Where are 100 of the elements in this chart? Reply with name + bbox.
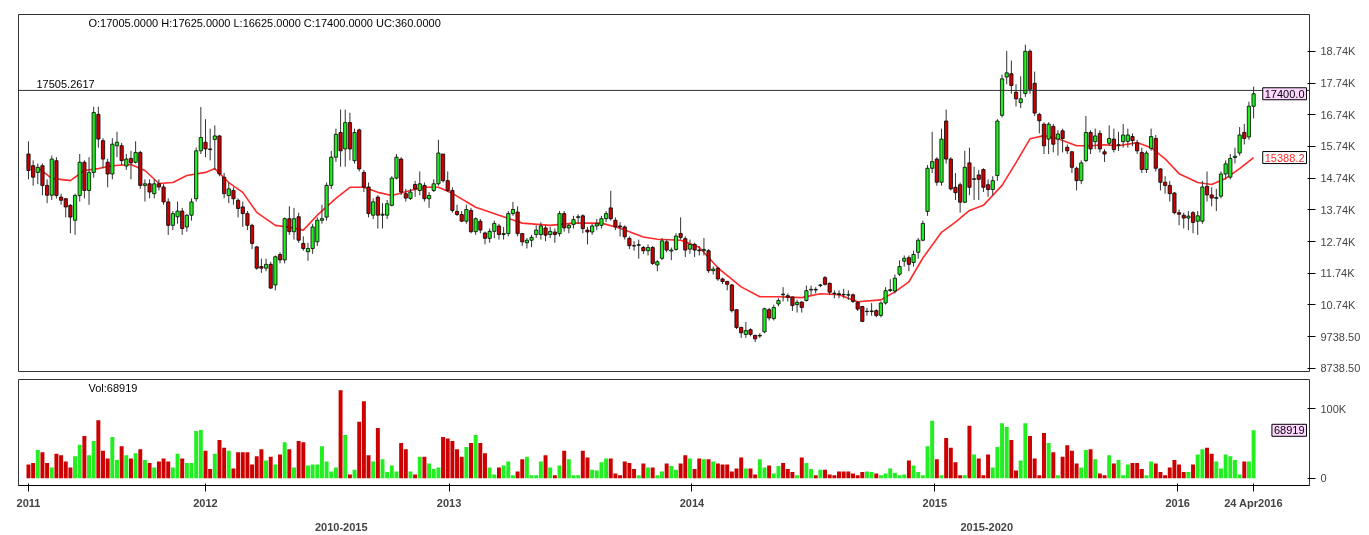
bar <box>795 475 800 479</box>
bar <box>142 459 147 479</box>
bar <box>906 460 911 479</box>
bar <box>855 475 860 479</box>
bar <box>436 467 441 479</box>
y-tick-label: 14.74K <box>1320 172 1357 185</box>
bar <box>1004 426 1009 479</box>
bar <box>375 427 380 479</box>
bar <box>245 452 250 479</box>
data-label: 15388.2 <box>1264 151 1305 164</box>
bar <box>944 437 949 479</box>
bar <box>706 459 711 479</box>
bar <box>287 449 292 479</box>
bar <box>91 440 96 479</box>
bar <box>557 465 562 479</box>
x-tick-label: 24 Apr2016 <box>1224 496 1283 509</box>
bar <box>296 440 301 479</box>
y-tick-label: 16.74K <box>1320 108 1357 121</box>
bar <box>1228 456 1233 479</box>
bar <box>1083 450 1088 479</box>
bar <box>240 452 245 479</box>
bar <box>1093 459 1098 479</box>
bar <box>161 458 166 479</box>
bar <box>1125 464 1130 479</box>
candlestick <box>683 235 688 258</box>
bar <box>180 458 185 479</box>
bar <box>450 440 455 479</box>
y-tick-label: 13.74K <box>1320 203 1357 216</box>
bar <box>590 469 595 479</box>
bar <box>562 450 567 479</box>
bar <box>110 436 115 479</box>
bar <box>1251 430 1256 479</box>
bar <box>725 464 730 479</box>
bar <box>832 475 837 479</box>
bar <box>548 467 553 479</box>
bar <box>82 436 87 479</box>
bar <box>743 468 748 479</box>
candlestick <box>1107 124 1112 147</box>
candlestick <box>990 175 995 196</box>
bar <box>292 467 296 479</box>
bar <box>217 440 222 479</box>
bar <box>1051 452 1056 479</box>
bar <box>580 450 585 479</box>
bar <box>664 463 669 479</box>
bar <box>506 461 511 479</box>
bar <box>813 475 818 479</box>
bar <box>520 459 525 479</box>
bar <box>1055 475 1060 479</box>
y-tick-label: 18.74K <box>1320 45 1357 58</box>
bar <box>35 450 40 479</box>
bar <box>1242 461 1247 479</box>
bar <box>599 462 604 479</box>
text: 2015-2020 <box>960 520 1014 533</box>
bar <box>1102 475 1107 479</box>
bar <box>967 425 972 479</box>
candlestick <box>203 118 208 158</box>
bar <box>278 454 283 479</box>
bar <box>77 444 82 479</box>
bar <box>1200 449 1205 479</box>
bar <box>343 434 348 479</box>
bar <box>646 467 651 479</box>
candlestick <box>1111 128 1116 153</box>
annotation: Vol:68919 <box>88 381 138 394</box>
bar <box>934 459 939 479</box>
bar <box>1111 463 1116 479</box>
bar <box>701 459 706 479</box>
bar <box>781 462 786 479</box>
bar <box>1023 423 1028 479</box>
bar <box>930 420 935 479</box>
bar <box>478 443 483 479</box>
bar <box>54 453 59 479</box>
bar <box>282 442 287 479</box>
bar <box>1186 472 1191 479</box>
bar <box>697 458 702 479</box>
bar <box>445 438 450 479</box>
bar <box>408 471 413 479</box>
x-tick-label: 2012 <box>193 496 218 509</box>
annotation: 17400.0 <box>1264 87 1305 100</box>
bar <box>669 465 674 479</box>
bar <box>972 454 977 479</box>
x-tick-label: 2016 <box>1165 496 1190 509</box>
x-tick-label: 2014 <box>679 496 706 509</box>
bar <box>371 461 376 479</box>
bar <box>636 475 641 479</box>
bar <box>128 458 133 479</box>
bar <box>1214 461 1219 479</box>
y-tick-label: 17.74K <box>1320 77 1357 90</box>
bar <box>976 458 981 479</box>
bar <box>175 453 180 479</box>
bar <box>31 462 36 479</box>
candlestick <box>1041 121 1047 155</box>
bar <box>888 468 893 479</box>
bar <box>464 447 469 479</box>
bar <box>841 471 846 479</box>
bar <box>422 456 427 479</box>
bar <box>399 443 404 479</box>
candlestick <box>1116 131 1121 152</box>
y-tick-label: 8738.50 <box>1320 362 1361 375</box>
bar <box>1172 459 1177 479</box>
bar <box>818 469 823 479</box>
